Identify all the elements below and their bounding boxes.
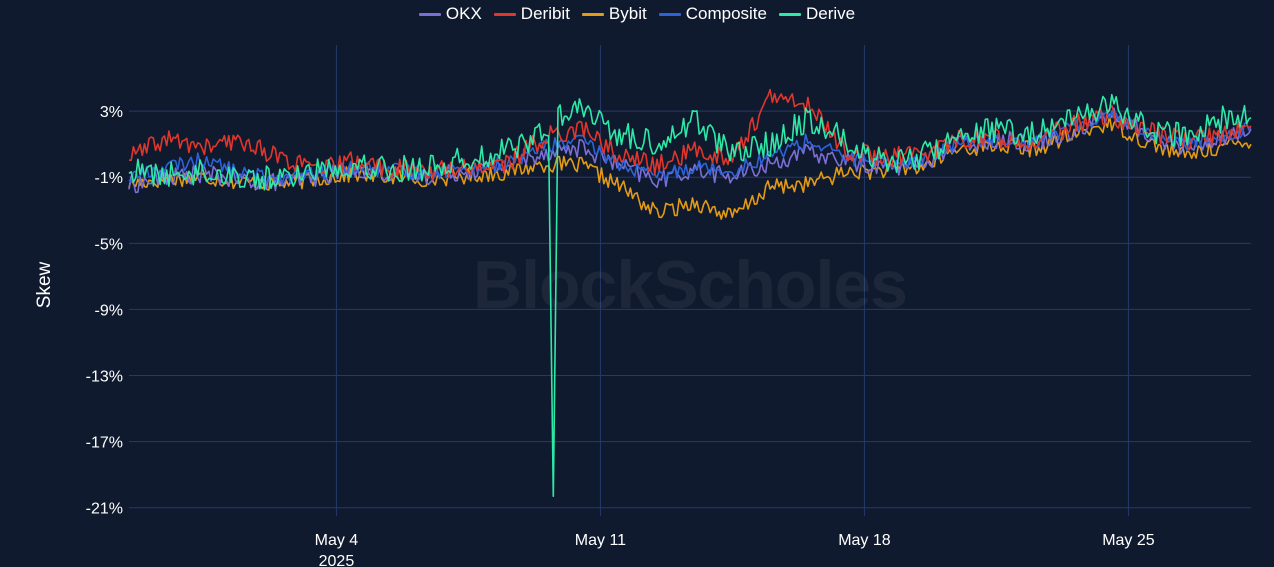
legend-item-deribit[interactable]: Deribit <box>493 4 570 24</box>
legend-swatch <box>493 12 516 16</box>
y-tick-label: -9% <box>95 302 123 319</box>
x-tick-sublabel: 2025 <box>319 553 355 567</box>
legend-swatch <box>418 12 441 16</box>
legend-swatch <box>581 12 604 16</box>
watermark: BlockScholes <box>473 247 907 323</box>
series-line-derive <box>128 93 1252 497</box>
x-tick-label: May 4 <box>315 532 359 549</box>
y-tick-label: -1% <box>95 170 123 187</box>
legend-item-bybit[interactable]: Bybit <box>581 4 647 24</box>
series-line-deribit <box>129 88 1252 181</box>
legend-item-composite[interactable]: Composite <box>658 4 767 24</box>
legend-swatch <box>658 12 681 16</box>
x-tick-label: May 11 <box>575 532 626 549</box>
legend-label: Deribit <box>520 4 570 23</box>
legend-item-derive[interactable]: Derive <box>778 4 856 24</box>
legend-label: Derive <box>805 4 856 23</box>
legend-label: OKX <box>445 4 482 23</box>
legend-swatch <box>778 12 801 16</box>
y-tick-label: -13% <box>86 369 123 386</box>
y-tick-label: 3% <box>100 104 123 121</box>
plot-area <box>128 88 1252 497</box>
x-tick-label: May 25 <box>1102 532 1155 549</box>
y-axis-title: Skew <box>34 261 55 308</box>
x-tick-label: May 18 <box>838 532 891 549</box>
y-tick-label: -17% <box>86 435 123 452</box>
legend-label: Bybit <box>608 4 647 23</box>
legend-label: Composite <box>685 4 767 23</box>
x-axis-ticks: May 4 2025 May 11 May 18 May 25 <box>315 532 1155 567</box>
legend: OKX Deribit Bybit Composite Derive <box>0 3 1274 25</box>
y-tick-label: -21% <box>86 501 123 518</box>
legend-item-okx[interactable]: OKX <box>418 4 482 24</box>
y-axis-ticks: 3% -1% -5% -9% -13% -17% -21% <box>86 104 123 518</box>
y-tick-label: -5% <box>95 236 123 253</box>
